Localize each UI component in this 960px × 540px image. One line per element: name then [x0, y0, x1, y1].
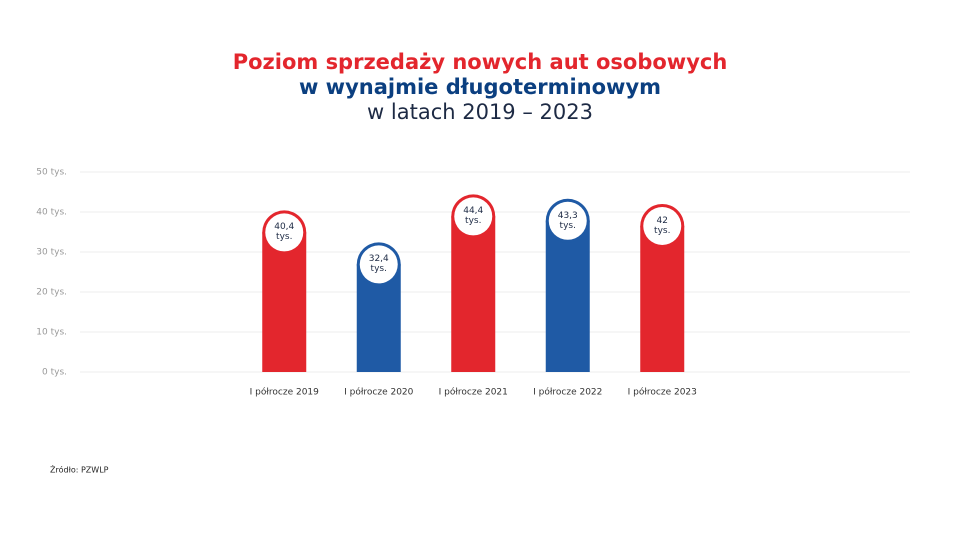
- value-label: 43,3 tys.: [557, 210, 578, 231]
- value-label: 42 tys.: [654, 216, 671, 236]
- x-tick-label: I półrocze 2020: [344, 387, 414, 398]
- chart-title: w wynajmie długoterminowym: [299, 75, 661, 99]
- y-tick-label: 20 tys.: [36, 288, 67, 298]
- bar: [545, 198, 590, 372]
- x-tick-label: I półrocze 2022: [533, 387, 602, 398]
- y-tick-label: 0 tys.: [42, 368, 67, 378]
- value-label: 40,4 tys.: [274, 222, 295, 243]
- value-label: 32,4 tys.: [368, 254, 389, 275]
- bar: [262, 210, 307, 372]
- bar: [356, 242, 401, 372]
- chart-subtitle: w latach 2019 – 2023: [367, 100, 593, 124]
- x-tick-label: I półrocze 2023: [628, 387, 697, 398]
- x-tick-label: I półrocze 2021: [439, 387, 508, 398]
- source: Źródło: PZWLP: [50, 464, 109, 475]
- x-tick-label: I półrocze 2019: [250, 387, 320, 398]
- y-tick-label: 50 tys.: [36, 168, 67, 178]
- bar: [451, 194, 496, 372]
- y-tick-label: 30 tys.: [36, 248, 67, 258]
- value-label: 44,4 tys.: [463, 206, 484, 227]
- y-tick-label: 40 tys.: [36, 208, 67, 218]
- chart-title: Poziom sprzedaży nowych aut osobowych: [233, 50, 728, 74]
- bar: [640, 204, 685, 372]
- y-tick-label: 10 tys.: [36, 328, 67, 338]
